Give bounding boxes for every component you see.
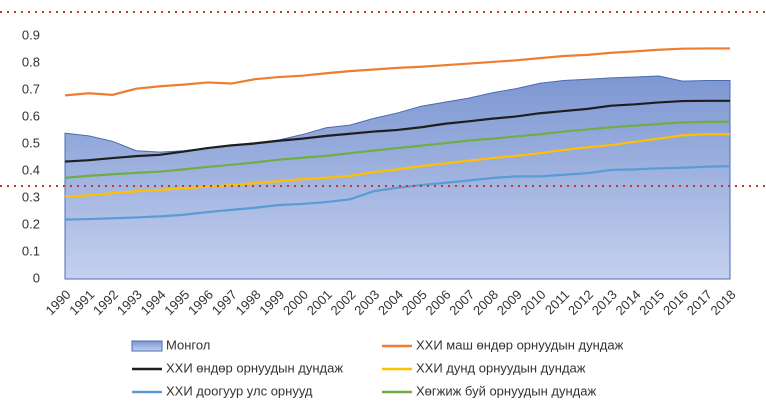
line [64,120,731,179]
x-tick-label: 2008 [470,287,501,318]
line [64,165,731,221]
area [64,75,731,280]
x-tick-label: 2015 [636,287,667,318]
y-tick-label: 0.2 [22,216,40,231]
x-tick-label: 2012 [565,287,596,318]
x-tick-label: 2001 [304,287,335,318]
line [64,133,730,198]
y-tick-label: 0.4 [22,162,40,177]
legend-label: ХХИ доогуур улс орнууд [166,383,313,398]
y-tick-label: 0.1 [22,243,40,258]
x-tick-label: 1996 [185,287,216,318]
y-tick-label: 0.7 [22,81,40,96]
x-tick-label: 2016 [660,287,691,318]
y-tick-label: 0.5 [22,135,40,150]
legend-label: ХХИ өндөр орнуудын дундаж [166,360,343,375]
y-tick-label: 0.3 [22,189,40,204]
x-tick-label: 1993 [114,287,145,318]
legend-label: ХХИ дунд орнуудын дундаж [416,360,586,375]
x-tick-label: 2005 [399,287,430,318]
x-tick-label: 2011 [542,287,572,317]
x-tick-label: 2017 [684,287,715,318]
y-tick-label: 0.6 [22,108,40,123]
x-tick-label: 2013 [589,287,620,318]
x-tick-label: 2003 [351,287,382,318]
line [64,47,730,97]
y-tick-label: 0.9 [22,27,40,42]
legend-label: ХХИ маш өндөр орнуудын дундаж [416,337,624,352]
x-tick-label: 2007 [446,287,477,318]
x-tick-label: 1990 [42,287,73,318]
x-tick-label: 2000 [280,287,311,318]
legend-label: Монгол [166,337,210,352]
x-tick-label: 2010 [517,287,548,318]
x-tick-label: 1994 [137,287,168,318]
x-tick-label: 2004 [375,287,406,318]
x-tick-label: 1998 [232,287,263,318]
legend-swatch [131,340,163,352]
x-tick-label: 2002 [327,287,358,318]
x-tick-label: 1992 [90,287,121,318]
legend-label: Хөгжиж буй орнуудын дундаж [416,383,596,398]
line [64,99,730,163]
x-tick-label: 1997 [209,287,240,318]
x-tick-label: 2009 [494,287,525,318]
x-tick-label: 1991 [66,287,97,318]
y-tick-label: 0.8 [22,54,40,69]
x-tick-label: 2014 [612,287,643,318]
x-tick-label: 2018 [707,287,738,318]
x-tick-label: 1995 [161,287,192,318]
x-tick-label: 2006 [422,287,453,318]
y-tick-label: 0 [33,270,40,285]
x-tick-label: 1999 [256,287,287,318]
